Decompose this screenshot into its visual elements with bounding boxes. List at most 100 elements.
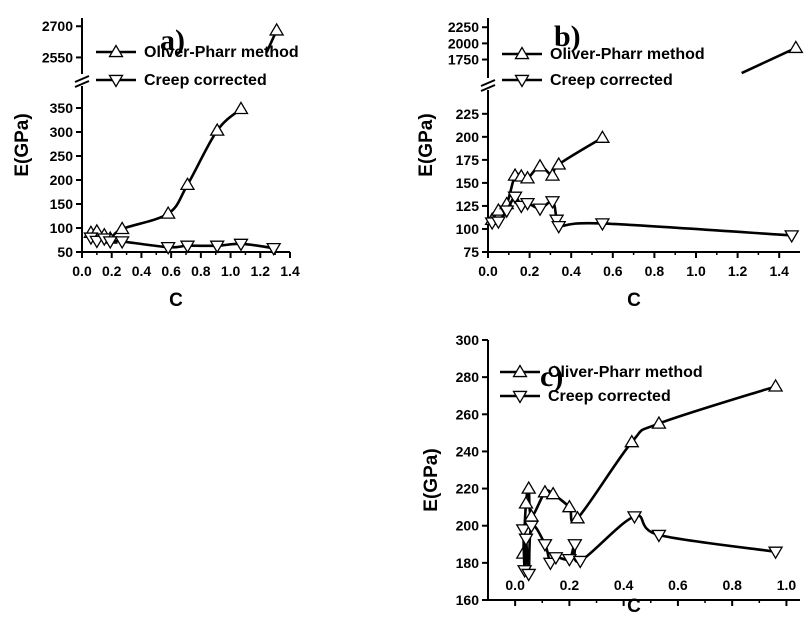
a-data-point xyxy=(160,241,176,255)
b-x-tick-label: 1.0 xyxy=(686,263,706,279)
a-y-tick-label: 2550 xyxy=(42,49,73,65)
a-data-point xyxy=(114,236,130,250)
c-data-point xyxy=(651,529,667,543)
b-data-point xyxy=(594,218,611,232)
b-data-point xyxy=(551,156,567,170)
a-data-point xyxy=(179,177,196,191)
a-x-tick-label: 1.2 xyxy=(251,263,271,279)
c-data-point xyxy=(521,568,537,582)
c-y-tick-label: 260 xyxy=(456,406,480,422)
a-data-point xyxy=(209,122,225,136)
b-data-point xyxy=(551,221,567,234)
c-y-axis-label: E(GPa) xyxy=(421,448,442,511)
a-y-tick-label: 200 xyxy=(50,172,74,188)
c-legend-label: Oliver-Pharr method xyxy=(548,364,703,381)
b-legend-marker xyxy=(514,46,530,60)
c-legend-label: Creep corrected xyxy=(548,388,671,405)
a-legend-label: Oliver-Pharr method xyxy=(144,44,299,61)
b-y-tick-label: 2000 xyxy=(448,35,479,51)
c-data-point xyxy=(515,524,531,538)
c-data-point xyxy=(767,546,784,560)
c-data-point xyxy=(626,511,643,525)
c-data-point xyxy=(624,434,640,448)
c-data-point xyxy=(523,520,540,534)
b-data-point xyxy=(784,230,800,244)
b-data-point xyxy=(507,191,523,205)
c-y-tick-label: 300 xyxy=(456,332,480,348)
c-data-point xyxy=(518,495,534,509)
a-data-point xyxy=(209,240,225,254)
c-x-tick-label: 0.2 xyxy=(560,577,580,593)
b-legend-marker xyxy=(514,74,530,88)
a-y-tick-label: 100 xyxy=(50,220,74,236)
c-data-point xyxy=(767,378,784,392)
c-data-point xyxy=(561,553,578,567)
b-y-axis-label: E(GPa) xyxy=(416,113,437,176)
b-data-point xyxy=(549,214,565,228)
b-axis-break-mark xyxy=(480,84,496,92)
c-data-point xyxy=(569,510,586,524)
b-x-tick-label: 0.4 xyxy=(561,263,581,279)
b-x-axis-label: C xyxy=(627,290,641,311)
a-y-tick-label: 2700 xyxy=(42,18,73,34)
b-series-line-upper xyxy=(741,46,797,75)
c-series-line xyxy=(521,514,776,576)
c-legend-marker xyxy=(512,364,528,378)
c-data-point xyxy=(545,486,561,500)
c-data-point xyxy=(572,555,588,569)
b-y-tick-label: 125 xyxy=(456,198,480,214)
b-data-point xyxy=(532,203,548,217)
c-panel-label: c) xyxy=(540,360,563,393)
b-y-tick-label: 200 xyxy=(456,129,480,145)
b-data-point xyxy=(519,170,536,184)
c-data-point xyxy=(518,533,534,547)
b-x-tick-label: 1.4 xyxy=(769,263,789,279)
a-data-point xyxy=(114,221,130,235)
a-data-point xyxy=(233,101,249,115)
a-y-tick-label: 150 xyxy=(50,196,74,212)
b-x-tick-label: 0.6 xyxy=(603,263,623,279)
a-axis-break-mark xyxy=(74,75,90,83)
a-x-axis-label: C xyxy=(169,290,183,311)
a-y-tick-label: 250 xyxy=(50,148,74,164)
c-data-point xyxy=(537,484,553,498)
b-x-tick-label: 0.8 xyxy=(645,263,665,279)
b-y-tick-label: 175 xyxy=(456,152,480,168)
b-data-point xyxy=(788,40,804,54)
c-y-tick-label: 220 xyxy=(456,481,480,497)
c-x-tick-label: 0.6 xyxy=(668,577,688,593)
b-data-point xyxy=(544,196,561,210)
b-data-point xyxy=(499,205,515,219)
b-y-tick-label: 225 xyxy=(456,106,480,122)
a-data-point xyxy=(160,205,176,219)
a-x-tick-label: 0.2 xyxy=(102,263,122,279)
b-x-tick-label: 1.2 xyxy=(728,263,748,279)
b-data-point xyxy=(594,129,611,143)
a-x-tick-label: 0.6 xyxy=(161,263,181,279)
c-y-tick-label: 240 xyxy=(456,443,480,459)
a-data-point xyxy=(266,242,282,256)
panel-b-chart: 0.0 0.2 0.4 0.6 0.8 1.0 1.2 1.4 75 100 125 150 175 20… xyxy=(416,18,804,311)
b-panel-label: b) xyxy=(554,20,581,53)
a-y-tick-label: 50 xyxy=(57,244,73,260)
a-y-tick-label: 300 xyxy=(50,124,74,140)
a-x-tick-label: 0.0 xyxy=(72,263,92,279)
b-x-tick-label: 0.0 xyxy=(478,263,498,279)
a-data-point xyxy=(102,236,118,250)
panel-a-chart: 0.0 0.2 0.4 0.6 0.8 1.0 1.2 1.4 50 100 150 200 250 30… xyxy=(12,18,300,311)
c-y-tick-label: 160 xyxy=(456,592,480,608)
a-axis-break-mark xyxy=(74,80,90,88)
b-data-point xyxy=(490,216,507,230)
a-legend-label: Creep corrected xyxy=(144,72,267,89)
panel-c-chart: 0.0 0.2 0.4 0.6 0.8 1.0 160 180 200 220 240 260 280 3… xyxy=(421,332,800,617)
c-x-tick-label: 0.8 xyxy=(722,577,742,593)
c-series-line xyxy=(521,385,776,554)
c-data-point xyxy=(537,539,553,553)
b-data-point xyxy=(519,197,536,211)
a-data-point xyxy=(233,238,249,252)
c-data-point xyxy=(521,480,537,494)
a-legend-marker xyxy=(108,74,124,88)
a-legend-marker xyxy=(108,44,124,58)
c-y-tick-label: 280 xyxy=(456,369,480,385)
